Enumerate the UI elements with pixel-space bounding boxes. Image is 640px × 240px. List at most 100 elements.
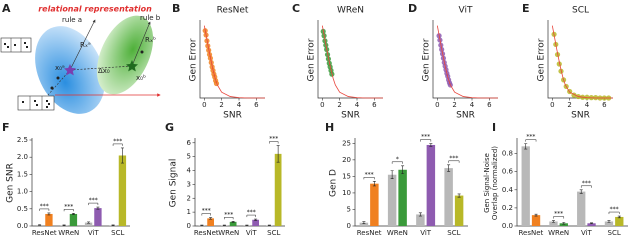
significance-bracket bbox=[201, 213, 211, 216]
y-tick-label: 2.0 bbox=[17, 153, 28, 161]
bar bbox=[416, 214, 425, 226]
error-bar bbox=[231, 220, 235, 223]
significance-label: *** bbox=[224, 211, 233, 218]
y-axis-label: Gen SNR bbox=[6, 163, 16, 203]
significance-bracket bbox=[224, 217, 234, 220]
bar bbox=[444, 168, 453, 226]
x-tick-label: 6 bbox=[602, 101, 607, 109]
error-bar bbox=[200, 224, 204, 226]
significance-label: *** bbox=[269, 136, 278, 143]
bar bbox=[426, 144, 436, 226]
bar bbox=[387, 174, 397, 226]
error-bar bbox=[38, 224, 42, 226]
error-bar bbox=[418, 212, 422, 217]
y-tick-label: 2.5 bbox=[17, 136, 28, 144]
x-tick-label: 0 bbox=[320, 101, 324, 109]
x-tick-label: 4 bbox=[237, 101, 242, 109]
error-bar bbox=[590, 222, 594, 225]
significance-label: *** bbox=[202, 208, 211, 215]
x-axis-label: SNR bbox=[571, 111, 590, 121]
bar bbox=[94, 208, 102, 226]
theory-curve bbox=[551, 25, 613, 99]
significance-label: *** bbox=[40, 203, 49, 210]
y-tick-label: 5 bbox=[347, 205, 351, 213]
significance-bracket bbox=[363, 177, 375, 180]
significance-label: *** bbox=[582, 180, 591, 187]
chart-title: ViT bbox=[459, 6, 473, 16]
diagram-label: rule a bbox=[62, 16, 82, 24]
significance-bracket bbox=[580, 185, 592, 188]
bar bbox=[604, 221, 614, 226]
y-tick-label: 0.4 bbox=[502, 186, 514, 194]
significance-bracket bbox=[63, 209, 74, 212]
panel-letter: E bbox=[522, 2, 530, 15]
x-tick-label: 6 bbox=[372, 101, 377, 109]
chart-title: WReN bbox=[337, 6, 364, 16]
bar bbox=[398, 169, 407, 226]
panel-letter: H bbox=[325, 121, 334, 134]
y-axis-label: Overlap (normalized) bbox=[491, 146, 499, 220]
error-bar bbox=[429, 143, 433, 147]
chart-title: SCL bbox=[572, 6, 589, 16]
theory-curve bbox=[203, 25, 265, 99]
x-tick-label: 0 bbox=[435, 101, 439, 109]
significance-label: *** bbox=[89, 197, 98, 204]
y-axis-label: Gen Error bbox=[537, 38, 547, 81]
y-axis-label: Gen Error bbox=[189, 38, 199, 81]
error-bar bbox=[71, 212, 75, 215]
bar bbox=[69, 213, 78, 226]
y-tick-label: 5 bbox=[187, 153, 191, 161]
y-tick-label: 1.0 bbox=[17, 188, 28, 196]
x-tick-label: ResNet bbox=[357, 229, 382, 237]
x-tick-label: 4 bbox=[470, 101, 475, 109]
stimulus-dots bbox=[4, 42, 50, 108]
y-tick-label: 4 bbox=[187, 167, 192, 175]
y-tick-label: 15 bbox=[342, 172, 351, 180]
error-bar bbox=[534, 213, 538, 217]
diagram-label: x₀ᵇ bbox=[136, 74, 146, 82]
arrow bbox=[69, 19, 96, 71]
error-bar bbox=[551, 220, 555, 223]
axis-line bbox=[547, 20, 613, 99]
error-bar bbox=[96, 206, 100, 210]
stimulus-box bbox=[17, 95, 55, 111]
y-axis-label: Gen Error bbox=[422, 38, 432, 81]
y-tick-label: 1 bbox=[187, 208, 191, 216]
y-axis-label: Gen Error bbox=[307, 38, 317, 81]
chart-title: ResNet bbox=[217, 6, 249, 16]
x-tick-label: ResNet bbox=[194, 229, 219, 237]
y-tick-label: 10 bbox=[342, 189, 351, 197]
x-tick-label: SCL bbox=[608, 229, 621, 237]
y-tick-label: 2 bbox=[187, 194, 191, 202]
prototype-star bbox=[63, 64, 76, 76]
x-tick-label: WReN bbox=[218, 229, 239, 237]
x-tick-label: ViT bbox=[420, 229, 432, 237]
significance-label: *** bbox=[421, 134, 430, 141]
x-tick-label: 6 bbox=[487, 101, 492, 109]
panel-letter: A bbox=[2, 2, 11, 15]
bar bbox=[252, 219, 259, 226]
panel-letter: F bbox=[2, 121, 10, 134]
y-tick-label: 0 bbox=[187, 222, 191, 230]
x-tick-label: WReN bbox=[387, 229, 408, 237]
bar bbox=[274, 153, 282, 226]
y-tick-label: 0.5 bbox=[17, 205, 28, 213]
x-tick-label: ViT bbox=[88, 229, 100, 237]
diagram: A relational representation rule a rule … bbox=[0, 2, 161, 114]
panel-letter: I bbox=[492, 121, 496, 134]
error-bar bbox=[254, 218, 258, 221]
error-bar bbox=[87, 221, 91, 224]
y-tick-label: 1.5 bbox=[17, 170, 28, 178]
bar bbox=[454, 195, 464, 226]
bar bbox=[370, 183, 379, 226]
bar bbox=[207, 218, 214, 226]
bar bbox=[587, 223, 596, 226]
y-tick-label: 0.8 bbox=[502, 150, 513, 158]
y-axis-label: Gen D bbox=[329, 169, 339, 197]
x-tick-label: ResNet bbox=[32, 229, 57, 237]
error-bar bbox=[62, 224, 66, 226]
significance-bracket bbox=[269, 141, 279, 144]
x-tick-label: SCL bbox=[267, 229, 280, 237]
bar bbox=[229, 221, 237, 226]
error-bar bbox=[111, 224, 115, 226]
